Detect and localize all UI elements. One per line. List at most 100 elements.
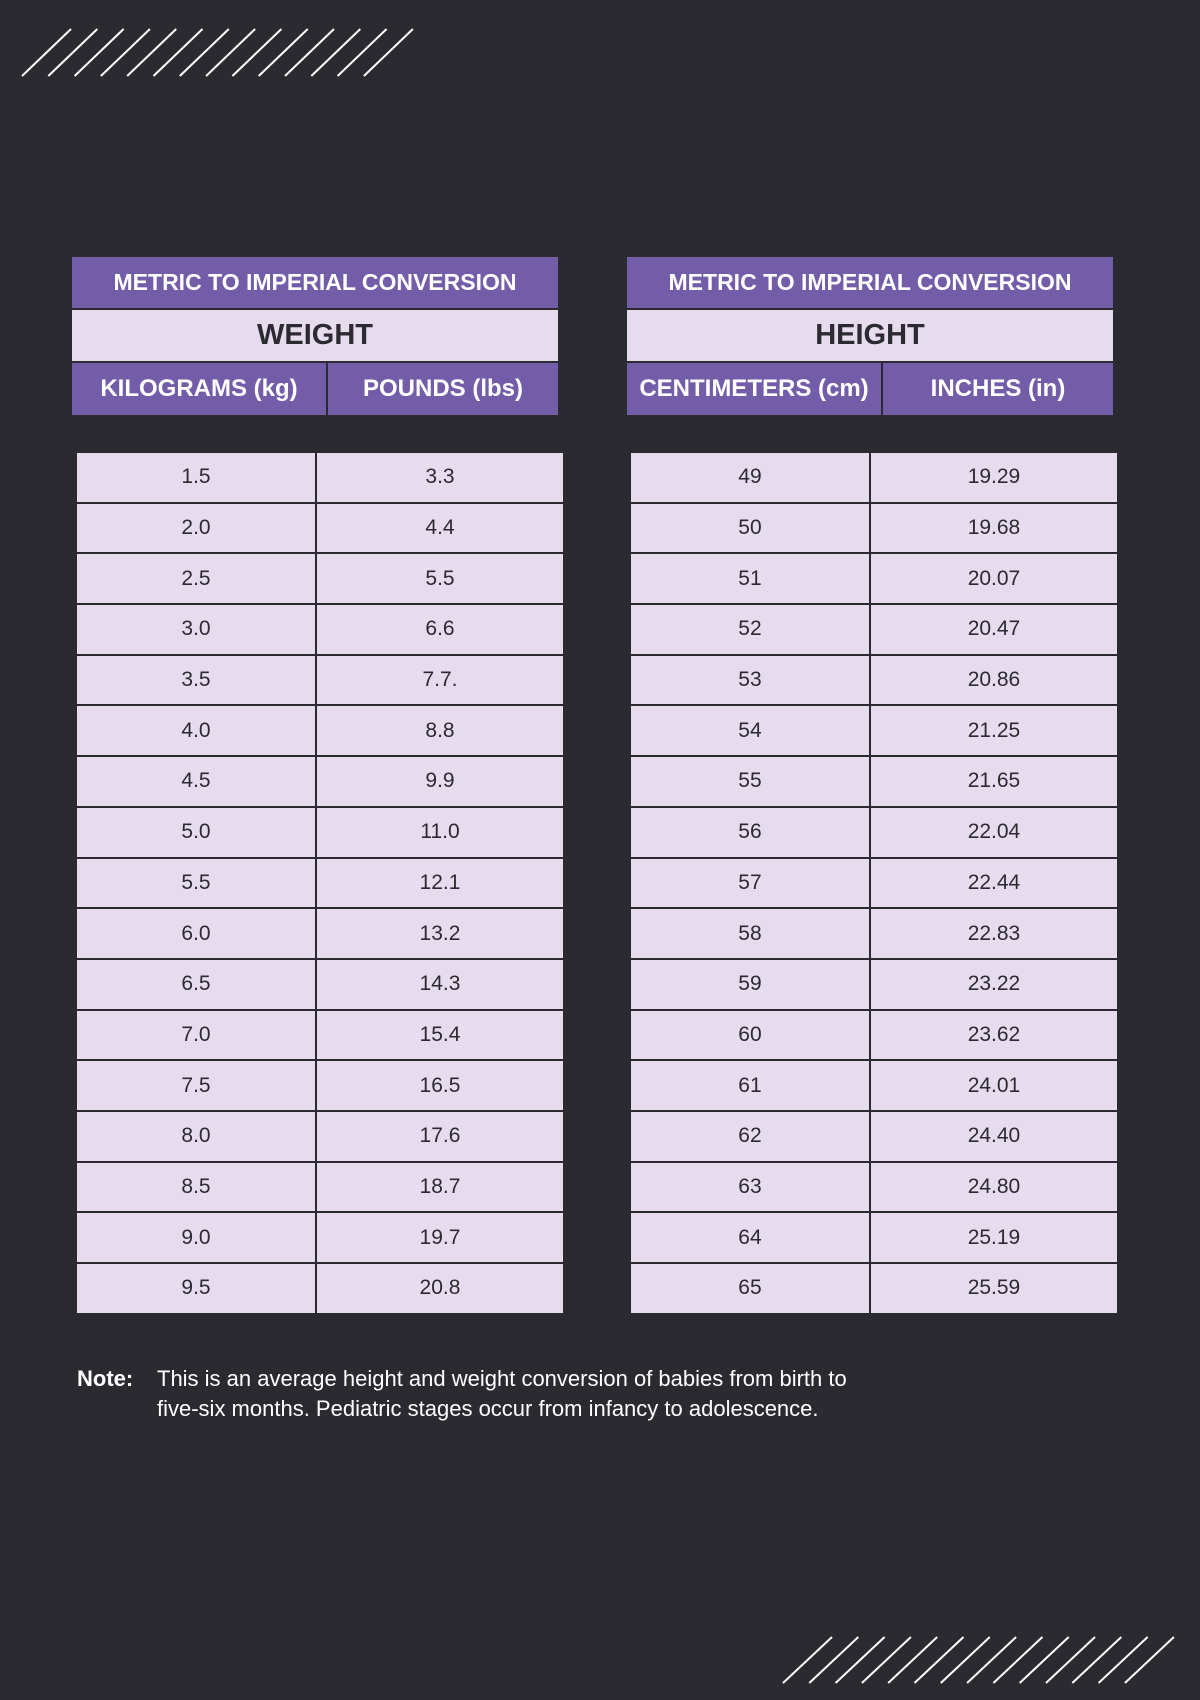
imperial-cell: 6.6 bbox=[314, 603, 566, 656]
imperial-cell: 11.0 bbox=[314, 805, 566, 859]
imperial-cell: 20.07 bbox=[868, 552, 1120, 606]
imperial-cell: 24.01 bbox=[868, 1059, 1120, 1112]
metric-cell: 4.0 bbox=[75, 704, 317, 758]
imperial-cell: 5.5 bbox=[314, 552, 566, 606]
stripe-line bbox=[336, 28, 388, 77]
stripe-line bbox=[966, 1636, 1017, 1684]
imperial-cell: 22.44 bbox=[868, 856, 1120, 910]
table-row: 6.5 14.3 bbox=[75, 957, 566, 1011]
table-row: 4.0 8.8 bbox=[75, 704, 566, 758]
metric-cell: 51 bbox=[629, 552, 871, 606]
height-table: 49 19.29 50 19.68 51 20.07 52 20.47 53 20.86 54 21.… bbox=[629, 451, 1120, 1315]
weight-table-title: METRIC TO IMPERIAL CONVERSION bbox=[72, 257, 558, 308]
imperial-cell: 19.68 bbox=[868, 501, 1120, 555]
imperial-cell: 24.80 bbox=[868, 1160, 1120, 1214]
imperial-cell: 9.9 bbox=[314, 755, 566, 808]
stripe-line bbox=[940, 1636, 991, 1684]
metric-cell: 8.5 bbox=[75, 1160, 317, 1214]
imperial-cell: 23.22 bbox=[868, 957, 1120, 1011]
metric-cell: 50 bbox=[629, 501, 871, 555]
table-row: 6.0 13.2 bbox=[75, 907, 566, 960]
imperial-cell: 7.7. bbox=[314, 653, 566, 707]
imperial-cell: 20.86 bbox=[868, 653, 1120, 707]
metric-cell: 7.0 bbox=[75, 1008, 317, 1062]
table-row: 57 22.44 bbox=[629, 856, 1120, 910]
imperial-cell: 19.7 bbox=[314, 1211, 566, 1264]
imperial-cell: 3.3 bbox=[314, 451, 566, 504]
imperial-cell: 22.83 bbox=[868, 907, 1120, 960]
metric-cell: 57 bbox=[629, 856, 871, 910]
table-row: 1.5 3.3 bbox=[75, 451, 566, 504]
stripe-line bbox=[861, 1636, 912, 1684]
table-row: 54 21.25 bbox=[629, 704, 1120, 758]
stripe-line bbox=[126, 28, 177, 77]
table-row: 8.5 18.7 bbox=[75, 1160, 566, 1214]
metric-cell: 6.0 bbox=[75, 907, 317, 960]
stripe-line bbox=[258, 28, 309, 77]
metric-cell: 55 bbox=[629, 755, 871, 808]
metric-cell: 54 bbox=[629, 704, 871, 758]
metric-cell: 2.5 bbox=[75, 552, 317, 606]
metric-cell: 52 bbox=[629, 603, 871, 656]
table-row: 51 20.07 bbox=[629, 552, 1120, 606]
imperial-cell: 17.6 bbox=[314, 1109, 566, 1163]
stripe-line bbox=[913, 1636, 965, 1684]
decorative-stripes-top bbox=[21, 28, 414, 77]
weight-table: 1.5 3.3 2.0 4.4 2.5 5.5 3.0 6.6 3.5 7.7. 4.0 8.8 4.5… bbox=[75, 451, 566, 1315]
column-header-pounds: POUNDS (lbs) bbox=[328, 363, 558, 415]
note: Note: This is an average height and weig… bbox=[77, 1364, 847, 1424]
stripe-line bbox=[992, 1636, 1044, 1684]
height-table-title: METRIC TO IMPERIAL CONVERSION bbox=[627, 257, 1113, 308]
imperial-cell: 20.8 bbox=[314, 1262, 566, 1315]
table-row: 52 20.47 bbox=[629, 603, 1120, 656]
metric-cell: 8.0 bbox=[75, 1109, 317, 1163]
table-row: 50 19.68 bbox=[629, 501, 1120, 555]
stripe-line bbox=[1045, 1636, 1096, 1684]
note-label: Note: bbox=[77, 1366, 134, 1391]
table-row: 7.5 16.5 bbox=[75, 1059, 566, 1112]
metric-cell: 4.5 bbox=[75, 755, 317, 808]
table-row: 53 20.86 bbox=[629, 653, 1120, 707]
decorative-stripes-bottom bbox=[782, 1636, 1175, 1684]
stripe-line bbox=[834, 1636, 886, 1684]
stripe-line bbox=[100, 28, 151, 77]
metric-cell: 64 bbox=[629, 1211, 871, 1264]
stripe-line bbox=[887, 1636, 938, 1684]
stripe-line bbox=[363, 28, 414, 77]
stripe-line bbox=[782, 1636, 833, 1684]
imperial-cell: 14.3 bbox=[314, 957, 566, 1011]
imperial-cell: 19.29 bbox=[868, 451, 1120, 504]
stripe-line bbox=[1071, 1636, 1122, 1684]
imperial-cell: 12.1 bbox=[314, 856, 566, 910]
table-row: 5.0 11.0 bbox=[75, 805, 566, 859]
metric-cell: 56 bbox=[629, 805, 871, 859]
height-table-subtitle: HEIGHT bbox=[627, 310, 1113, 361]
metric-cell: 61 bbox=[629, 1059, 871, 1112]
table-row: 61 24.01 bbox=[629, 1059, 1120, 1112]
metric-cell: 6.5 bbox=[75, 957, 317, 1011]
imperial-cell: 16.5 bbox=[314, 1059, 566, 1112]
table-row: 59 23.22 bbox=[629, 957, 1120, 1011]
stripe-line bbox=[205, 28, 256, 77]
imperial-cell: 8.8 bbox=[314, 704, 566, 758]
imperial-cell: 21.25 bbox=[868, 704, 1120, 758]
column-header-centimeters: CENTIMETERS (cm) bbox=[627, 363, 881, 415]
weight-table-subtitle: WEIGHT bbox=[72, 310, 558, 361]
height-table-header: METRIC TO IMPERIAL CONVERSION HEIGHT CEN… bbox=[627, 257, 1113, 415]
column-header-kilograms: KILOGRAMS (kg) bbox=[72, 363, 326, 415]
metric-cell: 1.5 bbox=[75, 451, 317, 504]
imperial-cell: 15.4 bbox=[314, 1008, 566, 1062]
imperial-cell: 23.62 bbox=[868, 1008, 1120, 1062]
imperial-cell: 22.04 bbox=[868, 805, 1120, 859]
table-row: 4.5 9.9 bbox=[75, 755, 566, 808]
stripe-line bbox=[231, 28, 283, 77]
metric-cell: 9.5 bbox=[75, 1262, 317, 1315]
table-row: 9.0 19.7 bbox=[75, 1211, 566, 1264]
stripe-line bbox=[179, 28, 230, 77]
imperial-cell: 25.19 bbox=[868, 1211, 1120, 1264]
imperial-cell: 25.59 bbox=[868, 1262, 1120, 1315]
stripe-line bbox=[152, 28, 204, 77]
table-row: 8.0 17.6 bbox=[75, 1109, 566, 1163]
table-row: 9.5 20.8 bbox=[75, 1262, 566, 1315]
stripe-line bbox=[21, 28, 72, 77]
